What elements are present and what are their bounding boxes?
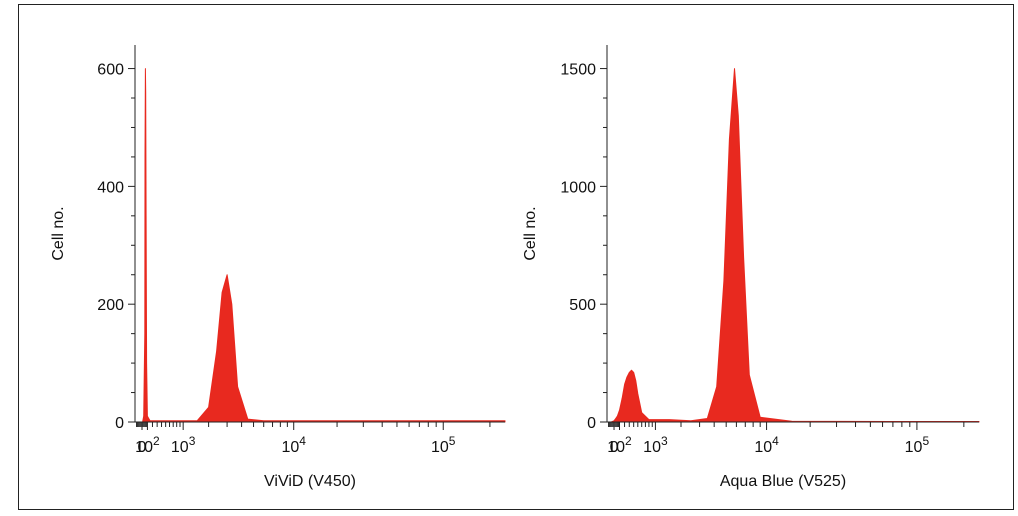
- x-tick-label: 0: [138, 439, 147, 456]
- y-tick-label: 600: [97, 62, 124, 79]
- x-tick-label: 0: [610, 439, 619, 456]
- x-axis-title: ViViD (V450): [264, 473, 356, 490]
- y-tick-label: 200: [97, 297, 124, 314]
- x-tick-label: 103: [643, 434, 668, 456]
- y-tick-label: 1000: [560, 179, 596, 196]
- y-tick-label: 1500: [560, 62, 596, 79]
- x-tick-label: 104: [281, 434, 306, 456]
- histogram-area: [610, 68, 980, 423]
- x-tick-label: 103: [171, 434, 196, 456]
- y-axis-title: Cell no.: [522, 206, 539, 260]
- x-tick-label: 102: [607, 434, 632, 456]
- x-tick-label: 105: [431, 434, 456, 456]
- y-tick-label: 0: [115, 415, 124, 432]
- x-tick-label: 104: [754, 434, 779, 456]
- x-tick-label: 102: [135, 434, 160, 456]
- y-axis-title: Cell no.: [50, 206, 67, 260]
- x-axis-title: Aqua Blue (V525): [720, 473, 846, 490]
- y-tick-label: 400: [97, 179, 124, 196]
- histogram-area: [142, 68, 506, 423]
- x-tick-label: 105: [905, 434, 930, 456]
- y-tick-label: 0: [587, 415, 596, 432]
- figure-frame: 0 200 400 600 0 102 103 104 105 ViViD (V450) Cell …: [18, 4, 1014, 510]
- y-tick-label: 500: [569, 297, 596, 314]
